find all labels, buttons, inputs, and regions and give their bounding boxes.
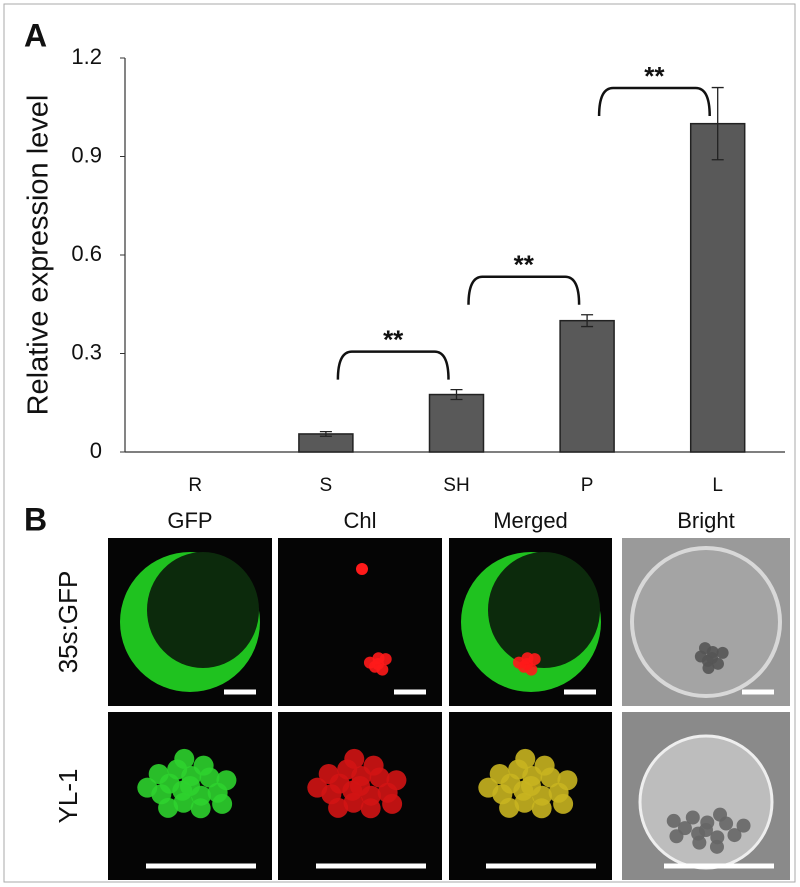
error-bar — [711, 86, 724, 161]
cell-spot — [700, 815, 715, 830]
cell-spot — [702, 662, 715, 675]
panel-label: A — [24, 17, 47, 53]
error-bar — [319, 430, 332, 437]
y-tick-label: 0 — [90, 438, 102, 463]
cell-spot — [713, 807, 728, 822]
cell-spot — [528, 653, 541, 666]
micrograph — [278, 538, 442, 706]
significance-label: ** — [514, 250, 535, 280]
cell-spot — [514, 792, 535, 813]
cell-spot — [692, 835, 707, 850]
x-tick-label: R — [188, 475, 202, 496]
cell-spot — [515, 748, 536, 769]
cell-spot — [158, 797, 179, 818]
column-label: GFP — [167, 508, 212, 533]
row-label: YL-1 — [53, 769, 83, 824]
cell-spot — [489, 763, 510, 784]
cell-spot — [382, 793, 403, 814]
column-label: Merged — [493, 508, 568, 533]
y-axis-title: Relative expression level — [23, 95, 55, 416]
y-tick-label: 0.9 — [71, 142, 102, 167]
cell-spot — [343, 792, 364, 813]
cell-spot — [318, 763, 339, 784]
cell-spot — [148, 763, 169, 784]
cell-spot — [525, 663, 538, 676]
cell-spot — [553, 793, 574, 814]
cell-spot — [699, 642, 712, 655]
y-tick-label: 0.3 — [71, 339, 102, 364]
cell-spot — [173, 792, 194, 813]
cell-spot — [512, 656, 525, 669]
cell-spot — [736, 818, 751, 833]
cell-spot — [363, 755, 384, 776]
x-tick-label: S — [320, 475, 333, 496]
cell-outline — [638, 734, 774, 870]
error-bar — [450, 388, 463, 401]
cell-spot — [379, 653, 392, 666]
x-tick-label: P — [581, 475, 594, 496]
significance-label: ** — [644, 61, 665, 91]
cell-spot — [685, 810, 700, 825]
frame — [3, 3, 796, 883]
significance-bracket — [597, 86, 711, 117]
column-label: Chl — [343, 508, 376, 533]
cell-spot — [307, 777, 328, 798]
cell-spot — [711, 657, 724, 670]
cell-spot — [344, 748, 365, 769]
panel-label: B — [24, 501, 47, 537]
cell-spot — [478, 777, 499, 798]
significance-bracket — [467, 275, 581, 305]
x-tick-label: L — [712, 475, 723, 496]
cell-spot — [534, 755, 555, 776]
cell-spot — [376, 663, 389, 676]
cell-spot — [137, 777, 158, 798]
cell-spot — [716, 646, 729, 659]
cell-spot — [363, 656, 376, 669]
cell-spot — [709, 839, 724, 854]
bar — [428, 393, 485, 453]
cell-spot — [328, 797, 349, 818]
row-label: 35s:GFP — [53, 571, 83, 674]
cell-spot — [193, 755, 214, 776]
significance-label: ** — [383, 324, 404, 354]
cell-spot — [360, 798, 381, 819]
cell-spot — [356, 563, 368, 575]
cell-spot — [190, 798, 211, 819]
x-tick-label: SH — [443, 475, 469, 496]
cell-spot — [669, 829, 684, 844]
vacuole — [488, 552, 600, 668]
cell-spot — [216, 770, 237, 791]
bar — [559, 319, 615, 453]
cell-spot — [531, 798, 552, 819]
cell-spot — [386, 770, 407, 791]
cell-spot — [499, 797, 520, 818]
bar — [689, 122, 746, 453]
cell-spot — [727, 828, 742, 843]
cell-spot — [666, 813, 681, 828]
column-label: Bright — [677, 508, 734, 533]
cell-outline — [630, 546, 782, 698]
cell-spot — [557, 770, 578, 791]
vacuole — [147, 552, 259, 668]
y-tick-label: 1.2 — [71, 44, 102, 69]
cell-spot — [174, 748, 195, 769]
cell-spot — [212, 793, 233, 814]
significance-bracket — [336, 350, 450, 380]
error-bar — [581, 314, 594, 328]
y-tick-label: 0.6 — [71, 241, 102, 266]
